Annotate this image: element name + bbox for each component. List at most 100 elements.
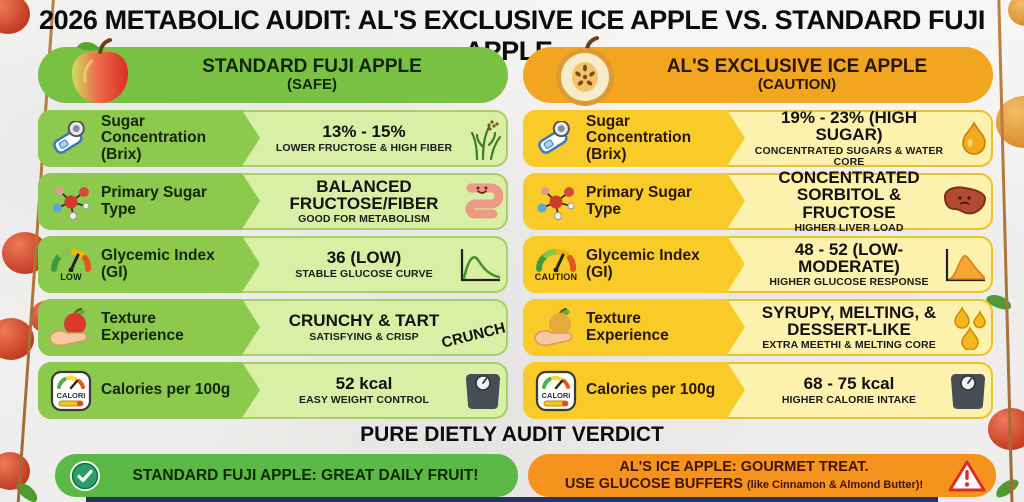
row-label-text: Calories per 100g [101,381,231,399]
row-main: CRUNCHY & TART SATISFYING & CRISP [266,299,462,356]
decor-apple [988,408,1024,450]
row-value: 36 (LOW) [326,248,402,268]
fuji-verdict-text: STANDARD FUJI APPLE: GREAT DAILY FRUIT! [132,466,479,484]
gauge-caption: LOW [60,271,82,282]
row-main: 19% - 23% (HIGH SUGAR) CONCENTRATED SUGA… [751,108,947,167]
calorie-badge-text: CALORI [542,391,571,400]
row-label: Texture Experience [523,299,745,356]
row-label-text: Calories per 100g [586,381,716,399]
fuji-verdict-banner: STANDARD FUJI APPLE: GREAT DAILY FRUIT! [55,454,518,497]
row-label-text: Texture Experience [101,310,184,344]
calorie-badge-icon: CALORI [530,370,582,412]
ice-apple-cut-icon [547,35,623,111]
row-value: 68 - 75 kcal [803,374,895,394]
ice-row-texture: Texture Experience SYRUPY, MELTING, & DE… [523,299,993,356]
smooth-glucose-curve-icon [457,245,503,285]
calorie-badge-icon: CALORI [45,370,97,412]
fuji-header-banner: STANDARD FUJI APPLE (SAFE) [38,38,508,103]
row-label-text: Glycemic Index (GI) [101,247,215,281]
row-label: Texture Experience [38,299,260,356]
row-value: SYRUPY, MELTING, & DESSERT-LIKE [761,302,937,339]
row-main: CONCENTRATED SORBITOL & FRUCTOSE HIGHER … [751,169,947,234]
row-value: 52 kcal [335,374,393,394]
row-subtext: SATISFYING & CRISP [309,330,419,343]
row-value: 19% - 23% (HIGH SUGAR) [780,108,918,145]
column-fuji: STANDARD FUJI APPLE (SAFE) Sugar Concent… [38,38,508,425]
row-value: CRUNCHY & TART [288,311,440,331]
row-subtext: GOOD FOR METABOLISM [298,213,430,226]
row-main: 52 kcal EASY WEIGHT CONTROL [266,362,462,419]
row-subtext: EXTRA MEETHI & MELTING CORE [762,339,936,352]
row-label-text: Sugar Concentration (Brix) [586,113,692,163]
syrup-drops-icon [950,305,988,350]
glucose-spike-curve-icon [942,245,988,285]
ice-verdict-banner: AL'S ICE APPLE: GOURMET TREAT. USE GLUCO… [528,454,996,497]
ice-row-sugar-concentration: Sugar Concentration (Brix) 19% - 23% (HI… [523,108,993,167]
fuji-row-sugar-concentration: Sugar Concentration (Brix) 13% - 15% LOW… [38,110,508,167]
row-label-text: Primary Sugar Type [101,184,207,218]
row-main: 68 - 75 kcal HIGHER CALORIE INTAKE [751,362,947,419]
row-label: Sugar Concentration (Brix) [523,110,745,167]
happy-gut-icon [461,182,503,222]
row-label: Primary Sugar Type [523,173,745,230]
page-title: 2026 METABOLIC AUDIT: AL'S EXCLUSIVE ICE… [39,5,985,66]
row-main: BALANCED FRUCTOSE/FIBER GOOD FOR METABOL… [266,173,462,230]
row-label: CALORI Calories per 100g [523,362,745,419]
row-value: CONCENTRATED SORBITOL & FRUCTOSE [778,168,920,222]
decor-leaf [992,475,1022,501]
row-subtext: EASY WEIGHT CONTROL [298,393,430,406]
fuji-header-title: STANDARD FUJI APPLE [202,55,422,77]
calorie-badge-text: CALORI [57,391,86,400]
sugar-molecule-icon [530,182,582,222]
decor-apple [1008,0,1024,26]
ice-verdict-line1: AL'S ICE APPLE: GOURMET TREAT. [619,458,869,475]
row-label-text: Sugar Concentration (Brix) [101,113,207,163]
gauge-caution-icon: CAUTION [530,248,582,282]
check-circle-icon [69,460,101,492]
row-subtext: HIGHER LIVER LOAD [794,221,904,234]
hand-holding-apple-icon [45,307,97,348]
gauge-caption: CAUTION [534,271,578,282]
row-label-text: Texture Experience [586,310,669,344]
row-label: Primary Sugar Type [38,173,260,230]
column-ice: AL'S EXCLUSIVE ICE APPLE (CAUTION) Sugar… [523,36,993,425]
liver-icon [942,185,988,219]
ice-verdict-line2-small: (like Cinnamon & Almond Butter)! [746,478,924,491]
row-main: 36 (LOW) STABLE GLUCOSE CURVE [266,236,462,293]
row-label: LOW Glycemic Index (GI) [38,236,260,293]
row-main: 48 - 52 (LOW-MODERATE) HIGHER GLUCOSE RE… [751,236,947,293]
row-subtext: STABLE GLUCOSE CURVE [295,267,433,280]
gauge-low-icon: LOW [45,248,97,282]
row-label-text: Primary Sugar Type [586,184,692,218]
row-label: CAUTION Glycemic Index (GI) [523,236,745,293]
row-value: 48 - 52 (LOW-MODERATE) [794,239,904,276]
verdict-heading: PURE DIETLY AUDIT VERDICT [360,423,664,446]
row-label: Sugar Concentration (Brix) [38,110,260,167]
weight-scale-icon [948,371,988,411]
hand-holding-apple-icon [530,307,582,348]
refractometer-icon [530,120,582,157]
row-subtext: LOWER FRUCTOSE & HIGH FIBER [275,141,453,154]
refractometer-icon [45,120,97,157]
row-subtext: HIGHER CALORIE INTAKE [781,393,917,406]
warning-triangle-icon [948,459,986,493]
row-main: SYRUPY, MELTING, & DESSERT-LIKE EXTRA ME… [751,299,947,356]
ice-row-calories: CALORI Calories per 100g 68 - 75 kcal HI… [523,362,993,419]
fuji-apple-icon [62,35,138,111]
ice-row-glycemic-index: CAUTION Glycemic Index (GI) 48 - 52 (LOW… [523,236,993,293]
row-label: CALORI Calories per 100g [38,362,260,419]
weight-scale-icon [463,371,503,411]
sugar-molecule-icon [45,182,97,222]
row-value: 13% - 15% [322,122,406,142]
ice-verdict-line2-main: USE GLUCOSE BUFFERS [564,475,743,492]
row-main: 13% - 15% LOWER FRUCTOSE & HIGH FIBER [266,110,462,167]
row-value: BALANCED FRUCTOSE/FIBER [289,176,439,213]
ice-row-sugar-type: Primary Sugar Type CONCENTRATED SORBITOL… [523,169,993,234]
fuji-header-subtitle: (SAFE) [287,76,337,94]
fiber-plant-icon [469,117,503,161]
bottom-navy-strip [86,497,938,502]
ice-header-title: AL'S EXCLUSIVE ICE APPLE [666,55,928,77]
honey-drip-icon [960,120,988,157]
row-subtext: HIGHER GLUCOSE RESPONSE [769,276,929,289]
ice-header-subtitle: (CAUTION) [757,76,837,94]
